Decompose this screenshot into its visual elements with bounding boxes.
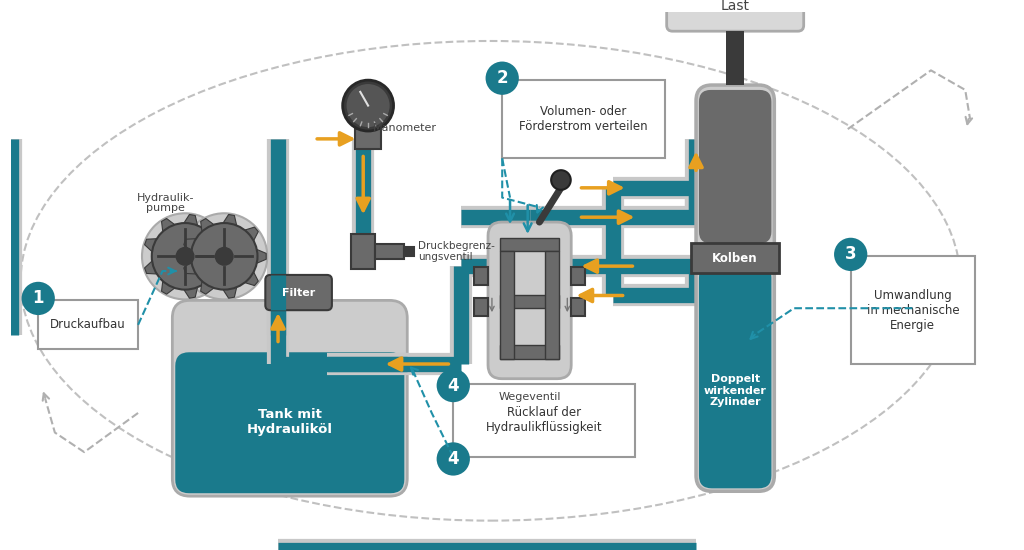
Bar [501, 294, 559, 308]
Circle shape [485, 62, 519, 95]
FancyBboxPatch shape [172, 300, 408, 496]
Text: Hydraulik-: Hydraulik- [137, 194, 195, 204]
Polygon shape [245, 272, 258, 285]
Polygon shape [184, 214, 198, 225]
Bar [474, 267, 488, 285]
Text: Last: Last [721, 0, 750, 13]
Circle shape [22, 282, 55, 315]
Polygon shape [218, 249, 227, 263]
Text: 3: 3 [845, 245, 856, 263]
Polygon shape [206, 227, 219, 241]
Bar [501, 345, 559, 359]
Text: Kolben: Kolben [713, 251, 758, 265]
Text: Volumen- oder
Förderstrom verteilen: Volumen- oder Förderstrom verteilen [519, 105, 648, 133]
Circle shape [190, 223, 257, 290]
Text: Tank mit
Hydrauliköl: Tank mit Hydrauliköl [247, 408, 333, 436]
FancyBboxPatch shape [667, 0, 804, 31]
Polygon shape [144, 261, 157, 274]
Bar [691, 243, 779, 273]
Circle shape [142, 213, 228, 299]
Polygon shape [144, 239, 157, 252]
Circle shape [436, 442, 470, 476]
Circle shape [835, 238, 867, 271]
Bar [501, 251, 514, 359]
Text: Doppelt
wirkender
Zylinder: Doppelt wirkender Zylinder [703, 374, 767, 408]
Polygon shape [183, 239, 196, 252]
Text: 4: 4 [447, 450, 459, 468]
Text: Druckbegrenz-
ungsventil: Druckbegrenz- ungsventil [418, 241, 495, 262]
Polygon shape [201, 281, 214, 294]
Polygon shape [223, 214, 237, 225]
Bar [502, 80, 665, 158]
Text: pumpe: pumpe [146, 204, 185, 213]
Circle shape [436, 369, 470, 402]
Circle shape [343, 80, 393, 131]
Bar [571, 267, 585, 285]
Circle shape [346, 84, 390, 127]
Bar [571, 299, 585, 316]
Text: Rücklauf der
Hydraulikflüssigkeit: Rücklauf der Hydraulikflüssigkeit [486, 406, 602, 434]
Circle shape [215, 248, 233, 265]
Circle shape [551, 170, 570, 190]
FancyBboxPatch shape [488, 222, 571, 379]
Polygon shape [162, 218, 175, 232]
FancyBboxPatch shape [265, 275, 332, 310]
Polygon shape [184, 287, 198, 298]
Bar [351, 234, 375, 269]
Bar [355, 129, 381, 149]
Polygon shape [201, 218, 214, 232]
Text: 4: 4 [447, 377, 459, 394]
Polygon shape [257, 249, 266, 263]
Polygon shape [245, 227, 258, 241]
Bar [501, 238, 559, 251]
Text: Filter: Filter [282, 288, 315, 298]
Text: Umwandlung
in mechanische
Energie: Umwandlung in mechanische Energie [866, 289, 959, 332]
Text: 2: 2 [497, 69, 508, 87]
Circle shape [176, 248, 194, 265]
Circle shape [181, 213, 267, 299]
Bar [474, 299, 488, 316]
Text: Wegeventil: Wegeventil [499, 392, 561, 403]
Polygon shape [183, 261, 196, 274]
Text: Druckaufbau: Druckaufbau [50, 318, 126, 331]
FancyBboxPatch shape [175, 352, 404, 493]
Polygon shape [223, 287, 237, 298]
FancyBboxPatch shape [699, 90, 771, 243]
Polygon shape [162, 281, 175, 294]
Text: 1: 1 [33, 289, 44, 307]
Bar [38, 300, 138, 349]
Bar [726, 31, 744, 85]
Bar [404, 246, 414, 256]
Text: Manometer: Manometer [373, 123, 437, 133]
FancyBboxPatch shape [696, 85, 774, 491]
FancyBboxPatch shape [699, 265, 771, 488]
Circle shape [152, 223, 218, 290]
Bar [546, 251, 559, 359]
Bar [454, 383, 635, 457]
Bar [851, 256, 975, 364]
Polygon shape [206, 272, 219, 285]
Bar [375, 244, 404, 259]
